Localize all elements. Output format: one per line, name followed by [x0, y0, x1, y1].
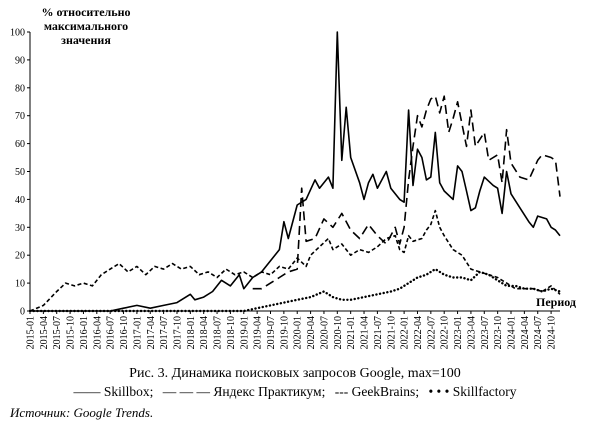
x-tick-label: 2020-07	[319, 316, 330, 349]
x-tick-label: 2016-07	[106, 316, 117, 349]
x-tick-label: 2023-07	[480, 316, 491, 349]
x-tick-label: 2019-07	[266, 316, 277, 349]
legend-separator: ;	[149, 384, 154, 399]
y-tick-label: 0	[20, 307, 25, 318]
legend-marker-long-dash: — — —	[162, 384, 211, 399]
x-tick-label: 2021-04	[360, 316, 371, 349]
y-tick-label: 80	[15, 83, 25, 94]
x-tick-label: 2023-10	[493, 316, 504, 349]
x-tick-label: 2017-07	[159, 316, 170, 349]
x-tick-label: 2024-10	[547, 316, 558, 349]
x-tick-label: 2017-01	[132, 316, 143, 349]
x-tick-label: 2016-10	[119, 316, 130, 349]
series-line-skillfactory	[28, 267, 562, 313]
legend-marker-solid: ——	[73, 384, 101, 399]
x-tick-label: 2021-01	[346, 316, 357, 349]
x-tick-label: 2024-01	[507, 316, 518, 349]
legend-label: Skillfactory	[452, 384, 517, 399]
y-tick-label: 20	[15, 251, 25, 262]
x-tick-label: 2019-10	[279, 316, 290, 349]
legend-label: Яндекс Практикум	[213, 384, 322, 399]
x-tick-label: 2020-04	[306, 316, 317, 349]
x-tick-label: 2022-04	[413, 316, 424, 349]
x-tick-label: 2015-07	[52, 316, 63, 349]
x-tick-label: 2015-10	[66, 316, 77, 349]
x-tick-label: 2021-10	[386, 316, 397, 349]
legend-separator: ;	[321, 384, 326, 399]
x-tick-label: 2018-01	[186, 316, 197, 349]
legend-marker-short-dash: ---	[334, 384, 349, 399]
y-tick-label: 30	[15, 223, 25, 234]
legend-label: GeekBrains	[351, 384, 416, 399]
legend-item-skillbox: —— Skillbox;	[73, 384, 153, 399]
x-tick-label: 2023-04	[466, 316, 477, 349]
legend-label: Skillbox	[103, 384, 150, 399]
x-tick-label: 2017-04	[146, 316, 157, 349]
y-tick-label: 60	[15, 139, 25, 150]
x-tick-label: 2022-10	[440, 316, 451, 349]
y-tick-label: 40	[15, 195, 25, 206]
x-tick-label: 2020-10	[333, 316, 344, 349]
y-tick-label: 70	[15, 111, 25, 122]
legend-item-skillfactory: • • • Skillfactory	[428, 384, 516, 399]
series-line-skillbox	[30, 31, 561, 312]
x-tick-label: 2019-04	[253, 316, 264, 349]
x-tick-label: 2022-01	[400, 316, 411, 349]
x-tick-label: 2018-07	[213, 316, 224, 349]
x-tick-label: 2019-01	[239, 316, 250, 349]
x-tick-label: 2020-01	[293, 316, 304, 349]
x-tick-label: 2024-07	[533, 316, 544, 349]
x-tick-label: 2018-10	[226, 316, 237, 349]
legend-marker-dotted: • • •	[428, 384, 450, 399]
x-tick-label: 2018-04	[199, 316, 210, 349]
x-tick-label: 2021-07	[373, 316, 384, 349]
series-line-яндекс-практикум	[252, 95, 561, 290]
legend-item-yandex-praktikum: — — — Яндекс Практикум;	[163, 384, 326, 399]
legend-item-geekbrains: --- GeekBrains;	[335, 384, 419, 399]
y-axis-title: % относительно максимального значения	[41, 5, 131, 47]
x-tick-label: 2022-07	[426, 316, 437, 349]
x-tick-label: 2015-04	[39, 316, 50, 349]
chart-legend: —— Skillbox; — — — Яндекс Практикум; ---…	[0, 384, 590, 400]
x-tick-label: 2023-01	[453, 316, 464, 349]
y-tick-label: 100	[10, 28, 25, 39]
x-tick-label: 2016-01	[79, 316, 90, 349]
chart-plot-area	[28, 31, 562, 313]
x-axis-title: Период	[536, 295, 576, 309]
x-tick-label: 2024-04	[520, 316, 531, 349]
x-tick-label: 2017-10	[172, 316, 183, 349]
y-tick-label: 10	[15, 279, 25, 290]
figure-caption: Рис. 3. Динамика поисковых запросов Goog…	[129, 366, 461, 381]
x-tick-label: 2016-04	[92, 316, 103, 349]
series-line-geekbrains	[29, 209, 561, 312]
y-tick-label: 50	[15, 167, 25, 178]
source-note: Источник: Google Trends.	[10, 405, 154, 420]
y-tick-label: 90	[15, 55, 25, 66]
x-tick-label: 2015-01	[26, 316, 37, 349]
legend-separator: ;	[415, 384, 420, 399]
